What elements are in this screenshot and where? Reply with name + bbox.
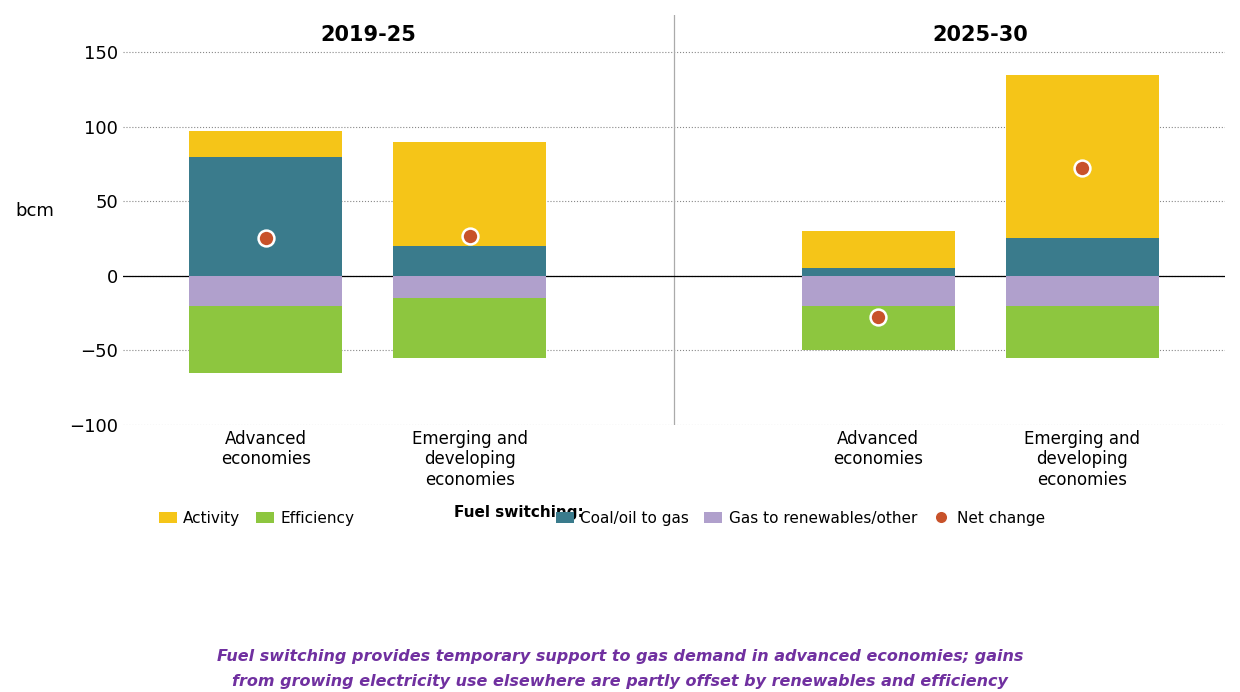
Bar: [1006, 75, 1158, 239]
Bar: [1006, 275, 1158, 306]
Bar: [393, 298, 547, 358]
Point: [460, 230, 480, 241]
Bar: [1006, 306, 1158, 358]
Point: [1073, 163, 1092, 174]
Bar: [801, 306, 955, 350]
Point: [868, 312, 888, 323]
Bar: [190, 156, 342, 275]
Bar: [801, 231, 955, 268]
Bar: [1006, 239, 1158, 275]
Point: [255, 233, 275, 244]
Text: Fuel switching:: Fuel switching:: [454, 505, 583, 520]
Y-axis label: bcm: bcm: [15, 202, 53, 220]
Text: Fuel switching provides temporary support to gas demand in advanced economies; g: Fuel switching provides temporary suppor…: [217, 649, 1023, 689]
Bar: [393, 246, 547, 275]
Bar: [190, 306, 342, 372]
Bar: [801, 268, 955, 275]
Text: 2019-25: 2019-25: [320, 26, 415, 46]
Bar: [801, 275, 955, 306]
Bar: [393, 142, 547, 246]
Bar: [190, 131, 342, 156]
Bar: [393, 275, 547, 298]
Text: 2025-30: 2025-30: [932, 26, 1028, 46]
Bar: [190, 275, 342, 306]
Legend: Coal/oil to gas, Gas to renewables/other, Net change: Coal/oil to gas, Gas to renewables/other…: [549, 504, 1050, 532]
